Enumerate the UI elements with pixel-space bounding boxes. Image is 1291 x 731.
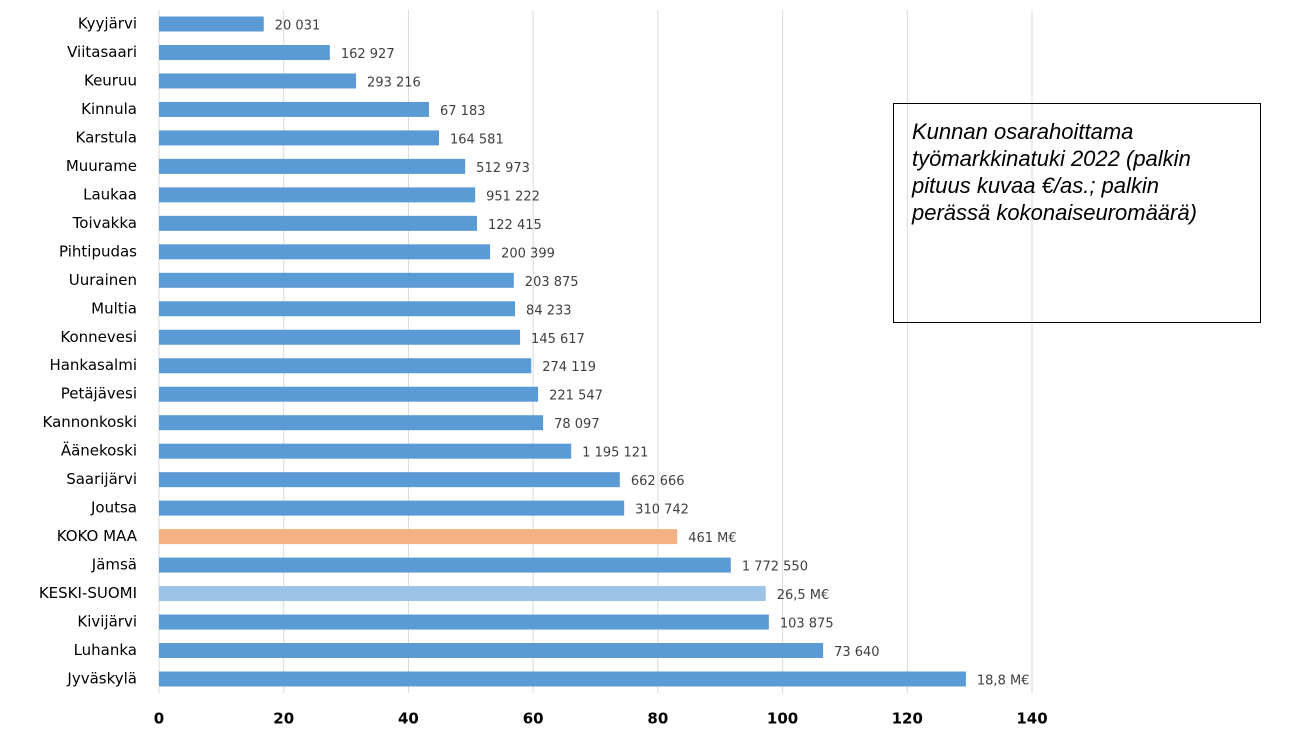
y-tick-label: KESKI-SUOMI: [39, 584, 137, 602]
bar: [159, 472, 620, 488]
data-label: 512 973: [476, 161, 530, 176]
bar: [159, 586, 766, 602]
bar: [159, 415, 544, 431]
y-tick-label: Multia: [91, 299, 137, 317]
data-label: 164 581: [450, 132, 504, 147]
data-label: 162 927: [341, 47, 395, 62]
y-tick-label: Kivijärvi: [77, 613, 137, 631]
data-label: 1 772 550: [742, 560, 808, 575]
y-tick-label: Keuruu: [84, 71, 137, 89]
data-label: 67 183: [440, 104, 486, 119]
data-label: 461 M€: [688, 531, 736, 546]
y-tick-label: Kinnula: [81, 100, 137, 118]
x-tick-label: 60: [523, 710, 544, 728]
bar: [159, 643, 824, 659]
y-tick-label: Uurainen: [69, 271, 137, 289]
y-tick-label: Petäjävesi: [61, 385, 137, 403]
bar: [159, 358, 532, 374]
bar: [159, 614, 769, 630]
bar: [159, 187, 476, 203]
x-tick-label: 140: [1016, 710, 1047, 728]
y-tick-label: Kannonkoski: [43, 413, 137, 431]
data-label: 1 195 121: [582, 446, 648, 461]
x-tick-label: 80: [647, 710, 668, 728]
y-tick-label: Karstula: [76, 128, 138, 146]
annotation-box: Kunnan osarahoittama työmarkkinatuki 202…: [893, 103, 1261, 323]
data-label: 951 222: [486, 189, 540, 204]
x-tick-label: 120: [892, 710, 923, 728]
y-tick-label: KOKO MAA: [57, 527, 138, 545]
data-label: 221 547: [549, 389, 603, 404]
x-tick-label: 0: [154, 710, 164, 728]
y-tick-label: Konnevesi: [60, 328, 137, 346]
y-tick-label: Kyyjärvi: [78, 15, 137, 33]
y-tick-label: Joutsa: [90, 499, 137, 517]
data-label: 103 875: [780, 617, 834, 632]
data-label: 200 399: [501, 246, 555, 261]
bar: [159, 386, 539, 402]
data-label: 662 666: [631, 474, 685, 489]
bar: [159, 272, 514, 288]
bar: [159, 73, 357, 89]
x-tick-label: 100: [767, 710, 798, 728]
data-label: 18,8 M€: [977, 674, 1030, 689]
y-tick-label: Muurame: [66, 157, 137, 175]
bar: [159, 244, 491, 260]
bar: [159, 215, 478, 231]
y-tick-label: Pihtipudas: [59, 242, 137, 260]
bar: [159, 329, 521, 345]
y-tick-label: Toivakka: [72, 214, 137, 232]
bar: [159, 443, 572, 459]
bar: [159, 529, 678, 545]
x-tick-label: 40: [398, 710, 419, 728]
data-label: 274 119: [542, 360, 596, 375]
bar: [159, 301, 516, 317]
y-tick-label: Luhanka: [74, 641, 137, 659]
data-label: 78 097: [554, 417, 600, 432]
data-label: 84 233: [526, 303, 572, 318]
y-tick-label: Hankasalmi: [49, 356, 137, 374]
y-tick-label: Laukaa: [83, 185, 137, 203]
data-label: 203 875: [525, 275, 579, 290]
bar: [159, 557, 731, 573]
y-tick-label: Äänekoski: [61, 441, 137, 460]
y-tick-label: Saarijärvi: [66, 470, 137, 488]
data-label: 122 415: [488, 218, 542, 233]
data-label: 145 617: [531, 332, 585, 347]
bar: [159, 16, 264, 32]
data-label: 73 640: [834, 645, 880, 660]
x-tick-label: 20: [273, 710, 294, 728]
data-label: 310 742: [635, 503, 689, 518]
bar: [159, 44, 330, 60]
y-tick-label: Jämsä: [91, 556, 137, 574]
bar: [159, 500, 625, 516]
bar: [159, 158, 466, 174]
data-label: 293 216: [367, 75, 421, 90]
y-tick-label: Viitasaari: [67, 43, 137, 61]
bar: [159, 101, 430, 117]
data-label: 20 031: [275, 19, 321, 34]
bar: [159, 130, 439, 146]
data-label: 26,5 M€: [777, 588, 830, 603]
y-tick-label: Jyväskylä: [66, 670, 137, 688]
bar: [159, 671, 966, 687]
